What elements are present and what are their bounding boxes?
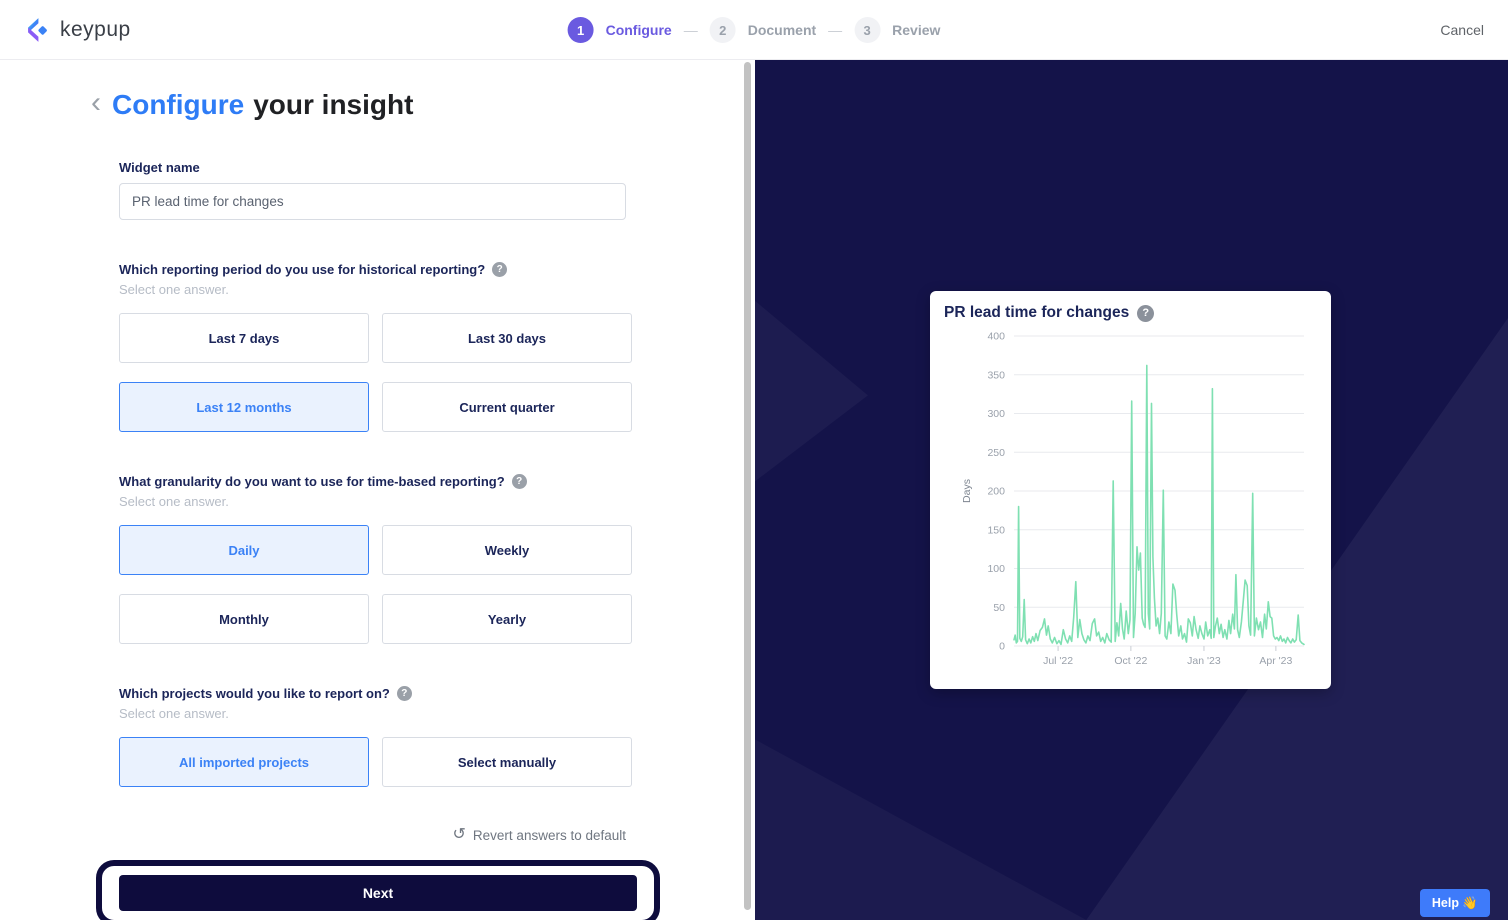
svg-text:100: 100 bbox=[987, 563, 1005, 575]
svg-text:Jan '23: Jan '23 bbox=[1187, 655, 1221, 667]
option-daily[interactable]: Daily bbox=[119, 525, 369, 575]
page-title: Configure your insight bbox=[112, 89, 413, 121]
cancel-button[interactable]: Cancel bbox=[1440, 0, 1484, 60]
svg-text:400: 400 bbox=[987, 331, 1005, 343]
brand-name: keypup bbox=[60, 17, 131, 41]
step-separator: — bbox=[828, 22, 843, 38]
page-title-rest: your insight bbox=[253, 89, 414, 120]
question-projects: Which projects would you like to report … bbox=[119, 686, 632, 787]
step-3-circle: 3 bbox=[854, 17, 881, 43]
svg-text:300: 300 bbox=[987, 408, 1005, 420]
back-button[interactable]: ‹ bbox=[91, 86, 101, 119]
step-1-label: Configure bbox=[605, 22, 672, 38]
svg-text:Oct '22: Oct '22 bbox=[1114, 655, 1147, 667]
widget-name-input[interactable] bbox=[119, 183, 626, 220]
step-review[interactable]: 3 Review bbox=[854, 17, 940, 43]
vertical-scrollbar[interactable] bbox=[744, 62, 751, 910]
widget-name-label: Widget name bbox=[119, 160, 200, 175]
svg-text:Apr '23: Apr '23 bbox=[1259, 655, 1292, 667]
option-current-quarter[interactable]: Current quarter bbox=[382, 382, 632, 432]
option-weekly[interactable]: Weekly bbox=[382, 525, 632, 575]
question-1-text: Which reporting period do you use for hi… bbox=[119, 262, 486, 277]
next-button-focus-ring: Next bbox=[96, 860, 660, 920]
question-reporting-period: Which reporting period do you use for hi… bbox=[119, 262, 632, 432]
svg-text:Days: Days bbox=[961, 479, 973, 503]
step-document[interactable]: 2 Document bbox=[709, 17, 817, 43]
option-last-12-months[interactable]: Last 12 months bbox=[119, 382, 369, 432]
next-button[interactable]: Next bbox=[119, 875, 637, 911]
question-2-text: What granularity do you want to use for … bbox=[119, 474, 505, 489]
step-1-circle: 1 bbox=[567, 17, 594, 43]
svg-text:250: 250 bbox=[987, 447, 1005, 459]
step-2-circle: 2 bbox=[709, 17, 736, 43]
step-3-label: Review bbox=[892, 22, 941, 38]
keypup-logo-icon bbox=[28, 17, 47, 42]
question-granularity: What granularity do you want to use for … bbox=[119, 474, 632, 644]
svg-text:0: 0 bbox=[999, 641, 1005, 653]
step-separator: — bbox=[683, 22, 698, 38]
app-header: keypup 1 Configure — 2 Document — 3 Revi… bbox=[0, 0, 1508, 60]
wizard-stepper: 1 Configure — 2 Document — 3 Review bbox=[567, 0, 940, 60]
chart-title: PR lead time for changes bbox=[944, 304, 1130, 321]
step-configure[interactable]: 1 Configure bbox=[567, 17, 672, 43]
revert-icon: ↺ bbox=[452, 826, 466, 843]
question-3-text: Which projects would you like to report … bbox=[119, 686, 390, 701]
option-all-imported-projects[interactable]: All imported projects bbox=[119, 737, 369, 787]
preview-panel: PR lead time for changes ? 0 50 100 150 200 2… bbox=[755, 60, 1508, 920]
svg-text:200: 200 bbox=[987, 486, 1005, 498]
help-button[interactable]: Help 👋 bbox=[1419, 889, 1490, 917]
question-help-icon[interactable]: ? bbox=[511, 474, 527, 489]
line-chart: 0 50 100 150 200 250 300 350 400 Days Jul '22 Oct '… bbox=[961, 331, 1305, 667]
option-monthly[interactable]: Monthly bbox=[119, 594, 369, 644]
page-title-highlight: Configure bbox=[112, 89, 245, 120]
revert-label: Revert answers to default bbox=[472, 827, 626, 843]
chart-preview-card: PR lead time for changes ? 0 50 100 150 200 2… bbox=[930, 291, 1331, 689]
option-select-manually[interactable]: Select manually bbox=[382, 737, 632, 787]
svg-text:50: 50 bbox=[993, 602, 1005, 614]
option-last-7-days[interactable]: Last 7 days bbox=[119, 313, 369, 363]
step-2-label: Document bbox=[747, 22, 817, 38]
question-help-icon[interactable]: ? bbox=[492, 262, 508, 277]
brand-logo[interactable]: keypup bbox=[18, 13, 131, 47]
svg-text:350: 350 bbox=[987, 369, 1005, 381]
revert-answers-link[interactable]: ↺ Revert answers to default bbox=[119, 827, 626, 843]
option-last-30-days[interactable]: Last 30 days bbox=[382, 313, 632, 363]
question-2-hint: Select one answer. bbox=[119, 494, 229, 509]
svg-text:150: 150 bbox=[987, 524, 1005, 536]
question-1-hint: Select one answer. bbox=[119, 282, 229, 297]
option-yearly[interactable]: Yearly bbox=[382, 594, 632, 644]
configure-panel: ‹ Configure your insight Widget name Whic… bbox=[0, 60, 755, 920]
svg-text:Jul '22: Jul '22 bbox=[1043, 655, 1073, 667]
question-3-hint: Select one answer. bbox=[119, 706, 229, 721]
chart-help-icon[interactable]: ? bbox=[1137, 304, 1155, 322]
question-help-icon[interactable]: ? bbox=[396, 686, 412, 701]
